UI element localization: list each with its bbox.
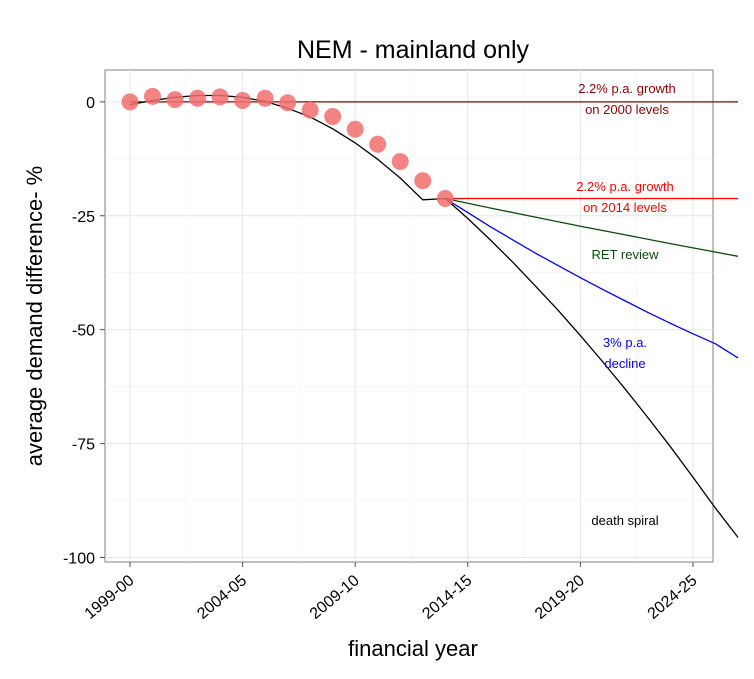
series-label-1: on 2014 levels [583,200,667,215]
x-tick-label: 2024-25 [645,572,701,623]
chart-title: NEM - mainland only [297,36,530,64]
observed-point [144,87,162,105]
observed-point [121,93,139,111]
observed-point [211,88,229,106]
series-label-0: 2.2% p.a. growth [578,81,676,96]
observed-point [256,89,274,107]
observed-point [234,92,252,110]
series-line-2 [445,197,739,257]
series-line-3 [444,197,739,359]
observed-point [346,120,364,138]
series-label-3: decline [604,356,645,371]
plot-panel [104,69,714,563]
x-axis-title: financial year [348,636,478,661]
observed-points [121,87,454,207]
x-tick-label: 2004-05 [194,572,250,623]
observed-point [436,189,454,207]
observed-point [301,101,319,119]
x-tick-label: 2009-10 [307,572,363,623]
observed-point [279,94,297,112]
grid [105,70,713,562]
series-labels: 2.2% p.a. growth on 2000 levels 2.2% p.a. … [576,81,676,528]
series-label-1: 2.2% p.a. growth [576,179,674,194]
observed-point [166,91,184,109]
y-axis-ticks: 0 -25 -50 -75 -100 [63,95,105,567]
series-label-3: 3% p.a. [603,335,647,350]
x-tick-label: 1999-00 [82,572,138,623]
y-tick-label: 0 [86,95,95,112]
x-tick-label: 2019-20 [532,572,588,623]
y-tick-label: -25 [72,209,95,226]
series-line-4 [444,198,739,538]
observed-point [189,89,207,107]
series-label-2: RET review [592,247,660,262]
series-label-4: death spiral [591,513,658,528]
observed-point [324,107,342,125]
y-tick-label: -100 [63,550,95,567]
x-axis-ticks: 1999-00 2004-05 2009-10 2014-15 2019-20 2024-… [82,562,701,623]
series-label-0: on 2000 levels [585,102,669,117]
observed-point [369,135,387,153]
observed-point [391,153,409,171]
x-tick-label: 2014-15 [419,572,475,623]
observed-point [414,172,432,190]
y-tick-label: -75 [72,437,95,454]
y-tick-label: -50 [72,323,95,340]
y-axis-title: average demand difference- % [22,166,47,466]
